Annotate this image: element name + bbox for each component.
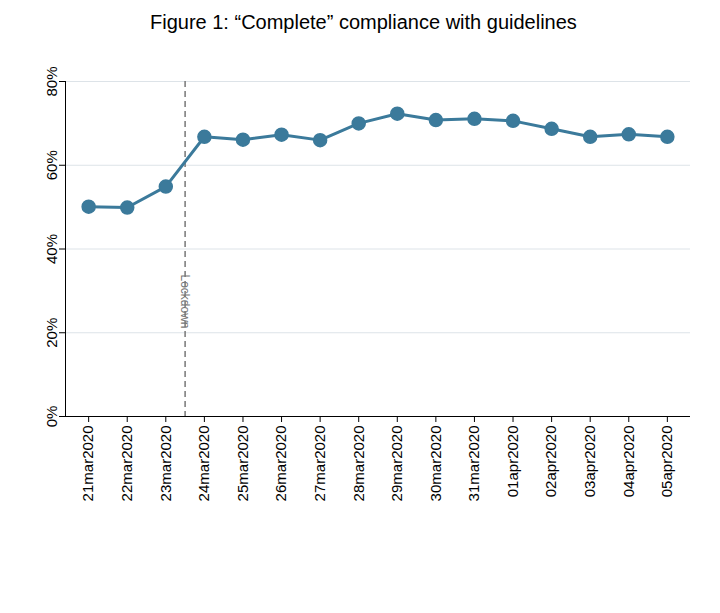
svg-text:04apr2020: 04apr2020 [620,426,637,498]
svg-text:29mar2020: 29mar2020 [388,426,405,502]
svg-text:05apr2020: 05apr2020 [658,426,675,498]
svg-text:03apr2020: 03apr2020 [581,426,598,498]
svg-text:28mar2020: 28mar2020 [350,426,367,502]
svg-text:21mar2020: 21mar2020 [79,426,96,502]
svg-text:01apr2020: 01apr2020 [504,426,521,498]
svg-text:30mar2020: 30mar2020 [427,426,444,502]
svg-text:25mar2020: 25mar2020 [234,426,251,502]
svg-text:22mar2020: 22mar2020 [118,426,135,502]
svg-text:26mar2020: 26mar2020 [272,426,289,502]
svg-text:80%: 80% [43,66,60,96]
svg-text:31mar2020: 31mar2020 [465,426,482,502]
svg-text:60%: 60% [43,150,60,180]
svg-text:20%: 20% [43,318,60,348]
svg-text:Lockdown: Lockdown [178,275,192,329]
svg-text:27mar2020: 27mar2020 [311,426,328,502]
svg-text:02apr2020: 02apr2020 [542,426,559,498]
svg-text:40%: 40% [43,234,60,264]
svg-text:23mar2020: 23mar2020 [157,426,174,502]
html-text:Figure 1: “Complete” complianc: Figure 1: “Complete” compliance with gui… [150,11,577,33]
svg-text:24mar2020: 24mar2020 [195,426,212,502]
svg-text:0%: 0% [43,406,60,428]
